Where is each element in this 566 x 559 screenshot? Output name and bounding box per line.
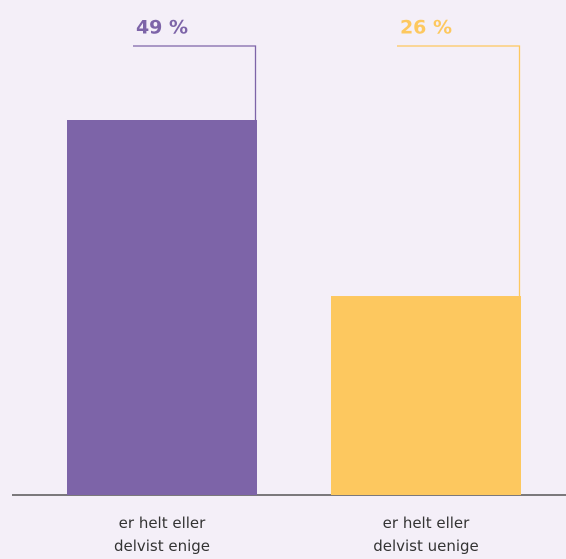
category-label: er helt eller delvist enige: [113, 514, 211, 555]
value-label: 26 %: [400, 17, 452, 39]
value-label: 49 %: [136, 17, 188, 39]
leader-line: [133, 45, 257, 120]
leader-line: [397, 45, 521, 297]
category-label: er helt eller delvist uenige: [373, 514, 479, 555]
bar: [67, 120, 257, 495]
bar: [331, 296, 521, 495]
